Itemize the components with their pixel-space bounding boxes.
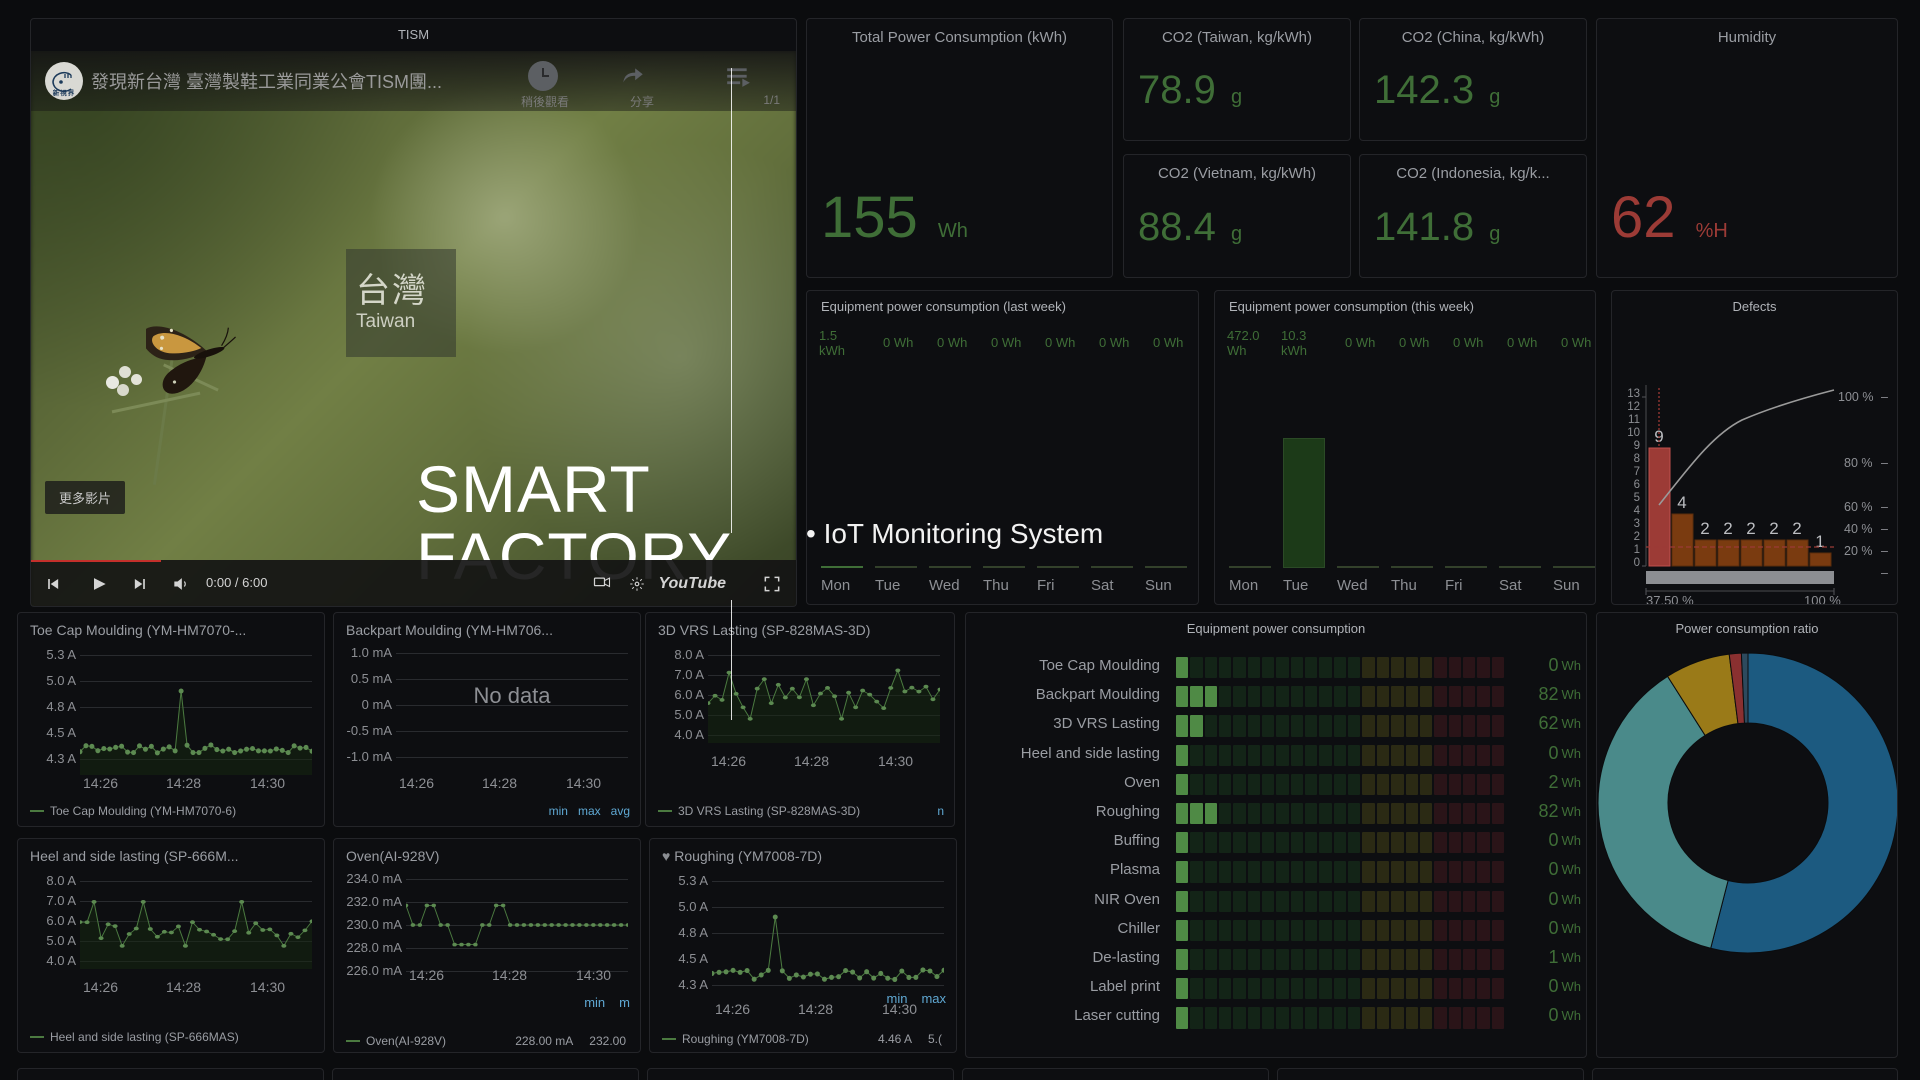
svg-text:5: 5 xyxy=(1634,492,1640,504)
svg-text:2: 2 xyxy=(1769,519,1778,538)
svg-text:2: 2 xyxy=(1700,519,1709,538)
svg-text:6: 6 xyxy=(1634,479,1640,491)
svg-text:100 %: 100 % xyxy=(1804,593,1841,605)
svg-text:0: 0 xyxy=(1634,557,1640,569)
svg-text:37.50 %: 37.50 % xyxy=(1646,593,1694,605)
svg-text:1: 1 xyxy=(1815,532,1824,551)
svg-text:2: 2 xyxy=(1723,519,1732,538)
svg-text:–: – xyxy=(1881,500,1888,514)
svg-text:4: 4 xyxy=(1677,493,1686,512)
svg-text:9: 9 xyxy=(1634,440,1640,452)
svg-text:40 %: 40 % xyxy=(1844,522,1873,536)
svg-text:–: – xyxy=(1881,390,1888,404)
svg-text:2: 2 xyxy=(1746,519,1755,538)
svg-text:13: 13 xyxy=(1627,388,1640,400)
svg-text:80 %: 80 % xyxy=(1844,456,1873,470)
svg-text:10: 10 xyxy=(1627,427,1640,439)
svg-text:100 %: 100 % xyxy=(1838,390,1873,404)
svg-text:11: 11 xyxy=(1628,414,1640,426)
svg-text:7: 7 xyxy=(1634,466,1640,478)
svg-text:20 %: 20 % xyxy=(1844,544,1873,558)
svg-text:4: 4 xyxy=(1634,505,1641,517)
svg-text:1: 1 xyxy=(1634,544,1640,556)
svg-text:8: 8 xyxy=(1634,453,1640,465)
svg-text:–: – xyxy=(1881,456,1888,470)
svg-text:–: – xyxy=(1881,544,1888,558)
svg-text:3: 3 xyxy=(1634,518,1640,530)
svg-text:–: – xyxy=(1881,566,1888,580)
svg-text:2: 2 xyxy=(1634,531,1640,543)
svg-text:12: 12 xyxy=(1627,401,1640,413)
svg-text:2: 2 xyxy=(1792,519,1801,538)
svg-text:60 %: 60 % xyxy=(1844,500,1873,514)
svg-text:–: – xyxy=(1881,522,1888,536)
